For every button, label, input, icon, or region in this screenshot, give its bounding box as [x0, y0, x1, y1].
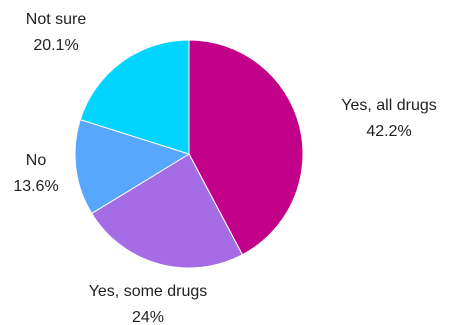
slice-label-yes-some-drugs: Yes, some drugs	[89, 283, 208, 300]
pie-slices	[74, 39, 304, 269]
slice-value-no: 13.6%	[13, 178, 58, 195]
pie-slice-not-sure	[79, 39, 190, 155]
slice-label-yes-all-drugs: Yes, all drugs	[341, 97, 436, 114]
pie-slice-yes-all-drugs	[188, 39, 304, 256]
pie-slice-yes-some-drugs	[91, 153, 244, 269]
pie-slice-no	[74, 118, 191, 215]
slice-value-not-sure: 20.1%	[33, 37, 78, 54]
pie-labels: Yes, all drugs 42.2% Yes, some drugs 24%…	[13, 11, 436, 325]
slice-label-not-sure: Not sure	[26, 11, 87, 28]
slice-value-yes-some-drugs: 24%	[132, 309, 164, 325]
slice-label-no: No	[26, 152, 47, 169]
slice-value-yes-all-drugs: 42.2%	[366, 123, 411, 140]
